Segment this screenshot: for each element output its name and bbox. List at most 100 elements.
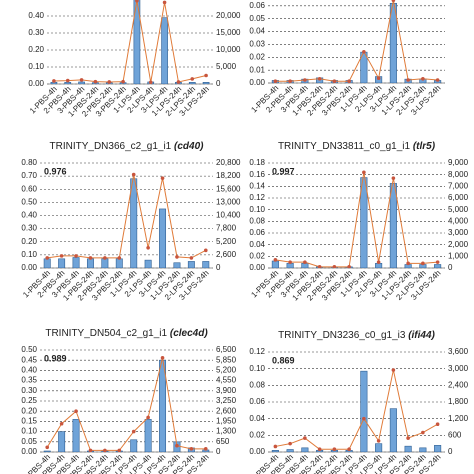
bar xyxy=(301,263,309,268)
bar xyxy=(271,260,279,268)
bar xyxy=(271,450,279,452)
y-tick-label: 0.30 xyxy=(28,28,44,37)
bar xyxy=(286,263,294,268)
line-point xyxy=(406,78,410,82)
y-tick-label: 0.10 xyxy=(249,205,265,214)
line-point xyxy=(362,170,366,175)
line-point xyxy=(391,368,396,372)
y2-tick-label: 5,850 xyxy=(216,355,237,364)
marks xyxy=(43,356,210,452)
line-point xyxy=(135,0,139,3)
line-point xyxy=(107,80,112,84)
line-point xyxy=(332,447,337,452)
y-tick-label: 0.06 xyxy=(249,397,265,406)
line-point xyxy=(45,256,50,260)
bar xyxy=(434,445,442,452)
y-tick-label: 0.30 xyxy=(21,224,37,233)
line-point xyxy=(435,422,440,427)
marks xyxy=(271,0,442,83)
y2-tick-label: 9,000 xyxy=(448,158,469,167)
y-tick-label: 0.14 xyxy=(249,181,265,190)
y-tick-label: 0.04 xyxy=(249,240,265,249)
y2-tick-label: 3,000 xyxy=(448,364,469,373)
y-tick-label: 0.08 xyxy=(249,380,265,389)
line-point xyxy=(347,265,351,268)
marks xyxy=(271,170,442,268)
y-tick-label: 0.40 xyxy=(21,211,37,220)
panel-title: TRINITY_DN33811_c0_g1_i1 (tlr5) xyxy=(278,141,436,152)
bar xyxy=(419,447,427,452)
y2-tick-label: 8,000 xyxy=(448,170,469,179)
bar xyxy=(173,262,181,268)
line-point xyxy=(203,248,208,253)
y2-tick-label: 1,300 xyxy=(216,427,237,436)
line-point xyxy=(347,447,351,452)
y2-tick-label: 15,600 xyxy=(216,184,241,193)
line-point xyxy=(288,260,292,264)
y-tick-label: 0.30 xyxy=(21,386,37,395)
bar xyxy=(389,408,397,452)
y2-tick-label: 10,400 xyxy=(216,211,241,220)
y2-tick-label: 0 xyxy=(216,447,221,456)
gene-name: (tlr5) xyxy=(413,141,436,152)
line-point xyxy=(117,448,122,452)
gene-name: (ifi44) xyxy=(408,330,435,341)
line-point xyxy=(131,172,136,177)
line-point xyxy=(362,416,366,421)
y-tick-label: 0.10 xyxy=(21,427,37,436)
y2-tick-label: 13,000 xyxy=(216,197,241,206)
y2-tick-label: 18,200 xyxy=(216,171,241,180)
y-tick-label: 0.50 xyxy=(21,345,37,354)
line-point xyxy=(176,80,181,84)
y-tick-label: 0.02 xyxy=(249,430,265,439)
line-point xyxy=(273,258,278,262)
panel: 0.00 0.10 0.20 0.30 0.40 0 5,000 10,000 15,000 20… xyxy=(28,0,241,119)
line-point xyxy=(317,77,322,81)
marks xyxy=(271,368,442,452)
line-point xyxy=(421,261,425,266)
y-tick-label: 0.40 xyxy=(28,11,44,20)
line-point xyxy=(189,256,194,260)
line-point xyxy=(391,0,396,2)
y2-tick-label: 2,000 xyxy=(448,240,469,249)
line-point xyxy=(317,447,322,452)
line-point xyxy=(204,73,208,78)
bar xyxy=(202,261,210,268)
bar xyxy=(188,82,196,84)
bar xyxy=(43,450,51,452)
line xyxy=(275,369,438,450)
y2-tick-label: 0 xyxy=(216,263,221,272)
y2-tick-label: 0 xyxy=(216,79,221,88)
gene-name: (cd40) xyxy=(174,141,204,152)
y2-tick-label: 3,000 xyxy=(448,228,469,237)
bar xyxy=(375,443,383,452)
y-tick-label: 0.02 xyxy=(249,52,265,61)
y-tick-label: 0.01 xyxy=(249,65,265,74)
bar xyxy=(130,439,138,452)
line-point xyxy=(146,246,150,250)
bar xyxy=(389,2,397,83)
y-tick-label: 0.70 xyxy=(21,171,37,180)
y-tick-label: 0.06 xyxy=(249,1,265,10)
line-point xyxy=(79,78,84,82)
line-point xyxy=(391,176,396,180)
y2-tick-label: 0 xyxy=(448,263,453,272)
line-point xyxy=(406,436,410,440)
line-point xyxy=(65,78,70,83)
line-point xyxy=(435,260,440,264)
y-tick-label: 0.20 xyxy=(21,237,37,246)
y-tick-label: 0.05 xyxy=(249,14,265,23)
line-point xyxy=(288,441,292,446)
bar xyxy=(115,258,123,268)
line-point xyxy=(88,256,93,260)
line-point xyxy=(317,265,322,268)
bar xyxy=(360,177,368,268)
line-point xyxy=(332,79,337,83)
panel: TRINITY_DN366_c2_g1_i1 (cd40) 0.00 0.10 0.2… xyxy=(21,141,241,303)
bar xyxy=(144,419,152,452)
line xyxy=(275,172,438,268)
y-tick-label: 0.02 xyxy=(249,251,265,260)
panel: TRINITY_DN504_c2_g1_i1 (clec4d)0.000.050… xyxy=(21,328,236,474)
y-tick-label: 0.80 xyxy=(21,158,37,167)
line-point xyxy=(189,447,194,451)
